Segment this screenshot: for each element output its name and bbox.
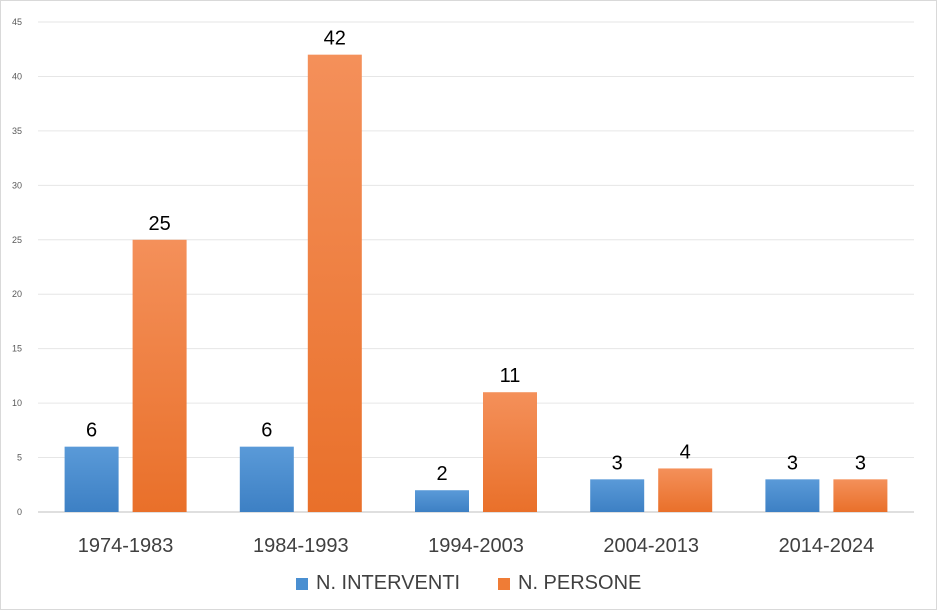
bar-persone-1984-1993 [307,54,362,513]
x-tick-label: 2004-2013 [603,535,699,557]
bars [64,54,888,513]
bar-persone-2014-2024 [833,479,888,512]
x-tick-label: 1984-1993 [253,535,349,557]
data-label: 4 [680,441,691,463]
y-axis-tick-labels: 0 5 10 15 20 25 30 35 40 45 [12,17,22,517]
data-label: 25 [148,213,170,235]
legend: N. INTERVENTI N. PERSONE [296,572,641,594]
legend-label-persone: N. PERSONE [518,572,641,594]
bar-persone-1974-1983 [132,239,187,512]
y-tick-label: 5 [17,453,22,463]
bar-persone-1994-2003 [483,392,537,512]
data-label: 2 [436,463,447,485]
y-tick-label: 45 [12,17,22,27]
legend-swatch-persone [498,578,510,590]
data-label: 6 [86,420,97,442]
x-tick-label: 2014-2024 [779,535,875,557]
y-tick-label: 35 [12,126,22,136]
data-label: 3 [855,452,866,474]
y-tick-label: 40 [12,71,22,81]
bar-interventi-1984-1993 [239,446,294,512]
y-tick-label: 25 [12,235,22,245]
x-tick-label: 1994-2003 [428,535,524,557]
data-label: 42 [324,28,346,50]
legend-swatch-interventi [296,578,308,590]
y-tick-label: 15 [12,344,22,354]
bar-interventi-1994-2003 [415,490,469,512]
x-axis-tick-labels: 1974-1983 1984-1993 1994-2003 2004-2013 2014… [78,535,874,557]
data-labels: 6 25 6 42 2 11 3 4 3 3 [86,28,866,486]
data-label: 3 [612,452,623,474]
bar-interventi-2004-2013 [590,479,645,512]
data-label: 6 [261,420,272,442]
data-label: 3 [787,452,798,474]
bar-interventi-1974-1983 [64,446,119,512]
bar-interventi-2014-2024 [765,479,820,512]
x-tick-label: 1974-1983 [78,535,174,557]
legend-label-interventi: N. INTERVENTI [316,572,460,594]
y-tick-label: 0 [17,507,22,517]
y-tick-label: 10 [12,398,22,408]
y-tick-label: 30 [12,180,22,190]
data-label: 11 [500,365,521,387]
y-tick-label: 20 [12,289,22,299]
bar-persone-2004-2013 [658,468,713,512]
